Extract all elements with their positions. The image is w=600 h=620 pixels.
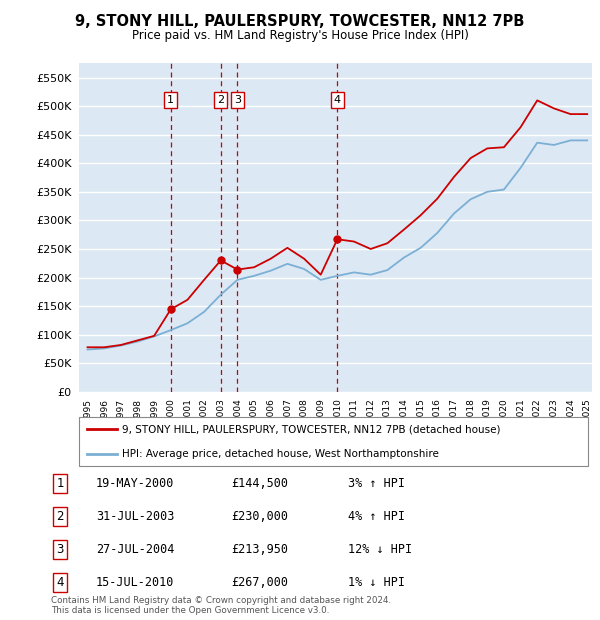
Text: 12% ↓ HPI: 12% ↓ HPI bbox=[348, 543, 412, 556]
Text: 3% ↑ HPI: 3% ↑ HPI bbox=[348, 477, 405, 490]
Text: 1% ↓ HPI: 1% ↓ HPI bbox=[348, 576, 405, 588]
Text: 2: 2 bbox=[217, 95, 224, 105]
Text: 15-JUL-2010: 15-JUL-2010 bbox=[96, 576, 175, 588]
Text: 3: 3 bbox=[56, 543, 64, 556]
Text: 4: 4 bbox=[334, 95, 341, 105]
Text: HPI: Average price, detached house, West Northamptonshire: HPI: Average price, detached house, West… bbox=[122, 449, 439, 459]
Text: 27-JUL-2004: 27-JUL-2004 bbox=[96, 543, 175, 556]
Text: 4: 4 bbox=[56, 576, 64, 588]
Text: £213,950: £213,950 bbox=[231, 543, 288, 556]
Text: Price paid vs. HM Land Registry's House Price Index (HPI): Price paid vs. HM Land Registry's House … bbox=[131, 30, 469, 42]
Text: 4% ↑ HPI: 4% ↑ HPI bbox=[348, 510, 405, 523]
Text: 1: 1 bbox=[56, 477, 64, 490]
Text: £230,000: £230,000 bbox=[231, 510, 288, 523]
Text: 9, STONY HILL, PAULERSPURY, TOWCESTER, NN12 7PB: 9, STONY HILL, PAULERSPURY, TOWCESTER, N… bbox=[76, 14, 524, 29]
Text: 9, STONY HILL, PAULERSPURY, TOWCESTER, NN12 7PB (detached house): 9, STONY HILL, PAULERSPURY, TOWCESTER, N… bbox=[122, 424, 501, 434]
Text: 1: 1 bbox=[167, 95, 175, 105]
Text: 31-JUL-2003: 31-JUL-2003 bbox=[96, 510, 175, 523]
Text: 2: 2 bbox=[56, 510, 64, 523]
Text: 3: 3 bbox=[234, 95, 241, 105]
Text: Contains HM Land Registry data © Crown copyright and database right 2024.
This d: Contains HM Land Registry data © Crown c… bbox=[51, 596, 391, 615]
Text: 19-MAY-2000: 19-MAY-2000 bbox=[96, 477, 175, 490]
Text: £144,500: £144,500 bbox=[231, 477, 288, 490]
Text: £267,000: £267,000 bbox=[231, 576, 288, 588]
